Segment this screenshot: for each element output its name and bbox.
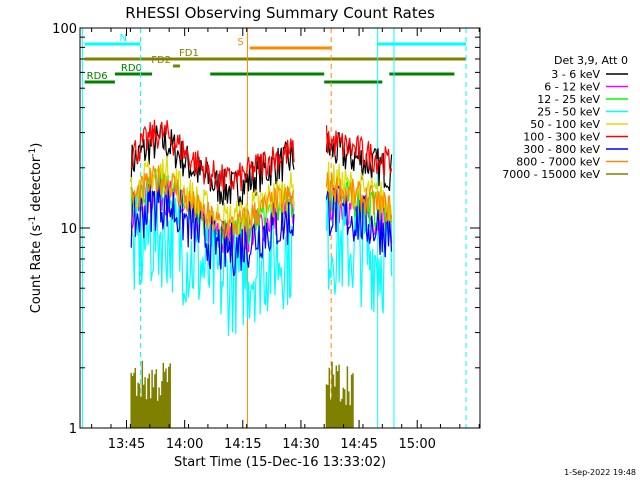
y-axis-label: Count Rate (s-1 detector-1)	[28, 143, 44, 314]
series-line-7000-15000-kev-0	[130, 360, 171, 428]
x-axis-label: Start Time (15-Dec-16 13:33:02)	[174, 455, 386, 470]
legend-label: 800 - 7000 keV	[516, 156, 600, 169]
chart-title: RHESSI Observing Summary Count Rates	[125, 4, 435, 22]
y-tick-label: 10	[60, 222, 77, 237]
series-line-100-300-kev-0	[130, 119, 295, 192]
x-tick-label: 15:00	[398, 437, 435, 452]
y-axis-label-exponent-2: -1	[28, 148, 38, 157]
y-axis-label-main: Count Rate (s	[29, 225, 44, 314]
x-tick-label: 14:15	[224, 437, 261, 452]
flag-label-rd0: RD0	[121, 63, 142, 74]
series-line-300-800-kev-0	[130, 178, 295, 277]
y-tick-label: 1	[69, 422, 77, 437]
flag-label-s: S	[237, 37, 243, 48]
x-tick-label: 14:00	[166, 437, 203, 452]
x-tick-label: 14:30	[282, 437, 319, 452]
y-axis-ticks: 1 10 100	[52, 22, 480, 437]
legend-label: 7000 - 15000 keV	[502, 168, 600, 181]
flag-label-fd2: FD2	[151, 55, 171, 66]
legend-label: 6 - 12 keV	[544, 81, 600, 94]
footer-timestamp: 1-Sep-2022 19:48	[564, 468, 636, 477]
x-tick-label: 14:45	[340, 437, 377, 452]
legend-title: Det 3,9, Att 0	[554, 54, 628, 67]
legend-label: 300 - 800 keV	[523, 143, 600, 156]
series-line-800-7000-kev-1	[325, 172, 393, 223]
series-line-3-6-kev-0	[130, 124, 295, 207]
flag-label-fd1: FD1	[179, 48, 199, 59]
series-line-800-7000-kev-0	[130, 165, 295, 240]
flag-bars: N S FD1 FD2 RD0 RD6	[84, 33, 467, 84]
series-line-7000-15000-kev-1	[325, 361, 354, 428]
series-line-25-50-kev-0	[130, 178, 294, 336]
y-tick-label: 100	[52, 22, 77, 37]
y-axis-label-close: )	[29, 143, 44, 148]
legend-label: 100 - 300 keV	[523, 131, 600, 144]
flag-label-n: N	[120, 33, 127, 44]
legend-label: 12 - 25 keV	[537, 93, 600, 106]
series-lines	[130, 119, 393, 428]
legend-label: 50 - 100 keV	[530, 118, 600, 131]
legend-label: 25 - 50 keV	[537, 106, 600, 119]
y-axis-label-exponent: -1	[28, 216, 38, 225]
x-tick-label: 13:45	[108, 437, 145, 452]
flag-label-rd6: RD6	[87, 71, 108, 82]
legend-label: 3 - 6 keV	[551, 68, 600, 81]
y-axis-label-detector: detector	[29, 156, 44, 216]
series-line-50-100-kev-1	[325, 161, 393, 221]
x-axis-ticks: 13:45 14:00 14:15 14:30 14:45 15:00	[91, 28, 480, 452]
series-line-100-300-kev-1	[325, 125, 393, 177]
